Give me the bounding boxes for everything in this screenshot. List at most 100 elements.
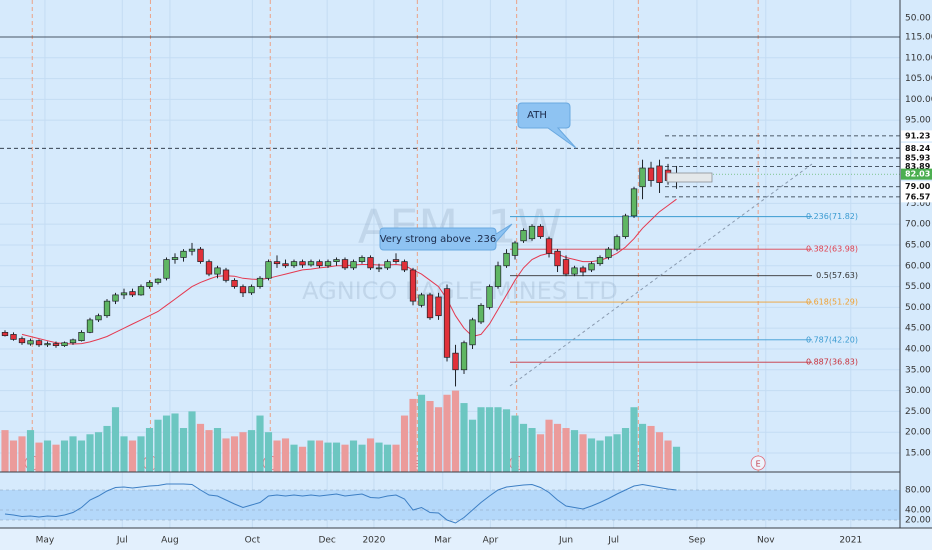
callout-bubble bbox=[379, 223, 513, 251]
volume-bar bbox=[579, 434, 587, 472]
event-marker bbox=[750, 455, 766, 471]
volume-bar bbox=[341, 444, 349, 472]
volume-bar bbox=[137, 436, 145, 472]
volume-bar bbox=[256, 415, 264, 472]
rsi-band bbox=[0, 490, 900, 520]
x-tick-label: May bbox=[36, 536, 55, 546]
volume-bar bbox=[298, 446, 307, 472]
volume-bar bbox=[188, 411, 196, 472]
candle-body bbox=[214, 267, 221, 275]
candle-body bbox=[239, 286, 247, 294]
y-tick-label: 60.00 bbox=[905, 261, 931, 271]
candle-body bbox=[282, 263, 289, 267]
candle-body bbox=[231, 279, 238, 287]
candle-body bbox=[341, 259, 349, 269]
volume-bar bbox=[655, 432, 664, 472]
candle-body bbox=[520, 230, 527, 242]
candle-body bbox=[384, 261, 391, 269]
candle-body bbox=[273, 261, 281, 265]
volume-bar bbox=[196, 423, 205, 472]
x-tick-label: Mar bbox=[434, 536, 451, 546]
candle-body bbox=[562, 259, 570, 275]
candle-body bbox=[443, 288, 451, 358]
volume-bar bbox=[647, 425, 655, 472]
volume-bar bbox=[587, 438, 596, 472]
volume-bar bbox=[247, 430, 256, 472]
y-tick-label: 45.00 bbox=[905, 324, 931, 334]
x-tick-label: Oct bbox=[245, 536, 261, 546]
volume-bar bbox=[434, 407, 443, 472]
trend-line bbox=[509, 163, 813, 387]
candle-body bbox=[137, 286, 145, 296]
volume-bar bbox=[383, 444, 392, 472]
candle-body bbox=[324, 261, 332, 267]
price-label: 83.89 bbox=[905, 162, 931, 171]
last-price-box bbox=[901, 168, 932, 180]
volume-bar bbox=[672, 446, 681, 472]
volume-bar bbox=[358, 444, 366, 472]
candle-body bbox=[622, 215, 629, 238]
volume-bar bbox=[375, 442, 383, 472]
volume-bar bbox=[502, 409, 511, 472]
candle-body bbox=[120, 292, 128, 296]
candle-body bbox=[630, 188, 638, 217]
volume-bar bbox=[468, 419, 477, 472]
candle-body bbox=[154, 278, 162, 283]
candle-body bbox=[409, 269, 417, 302]
volume-bar bbox=[60, 440, 69, 472]
y-tick-label: 50.00 bbox=[905, 303, 931, 313]
volume-bar bbox=[103, 425, 111, 472]
annotation-note: Very strong above .236 bbox=[380, 234, 497, 245]
candle-body bbox=[52, 343, 60, 347]
candle-body bbox=[426, 294, 434, 319]
volume-bar bbox=[460, 403, 468, 472]
grid bbox=[0, 0, 900, 528]
price-label-box bbox=[901, 181, 932, 193]
candle-body bbox=[503, 252, 510, 267]
volume-bar bbox=[307, 440, 315, 472]
volume-bar bbox=[536, 434, 545, 472]
volume-bar bbox=[519, 423, 528, 472]
candle-body bbox=[452, 352, 459, 371]
watermark-name: AGNICO EAGLE MINES LTD bbox=[302, 277, 618, 305]
volume-bar bbox=[171, 413, 179, 472]
candle-body bbox=[588, 263, 595, 271]
y-tick-label: 105.00 bbox=[905, 74, 932, 84]
x-tick-label: Aug bbox=[161, 536, 179, 546]
candle-body bbox=[656, 165, 663, 183]
price-label: 91.23 bbox=[905, 131, 930, 140]
rsi-tick-label: 20.00 bbox=[905, 516, 931, 526]
x-tick-label: 2020 bbox=[362, 536, 385, 546]
volume-bar bbox=[349, 440, 358, 472]
candle-body bbox=[95, 315, 102, 321]
fib-label: 0.236(71.82) bbox=[806, 212, 858, 221]
rsi-tick-label: 40.00 bbox=[905, 506, 931, 516]
y-scale-label: 50.00 bbox=[905, 14, 931, 24]
candle-body bbox=[511, 242, 519, 256]
volume-bar bbox=[392, 444, 400, 472]
candle-body bbox=[27, 340, 34, 345]
event-label: E bbox=[756, 460, 761, 469]
volume-bar bbox=[162, 415, 171, 472]
volume-bar bbox=[179, 428, 188, 472]
candle-body bbox=[333, 259, 340, 262]
volume-bar bbox=[494, 407, 502, 472]
candle-body bbox=[290, 261, 298, 267]
volume-bar bbox=[26, 430, 35, 472]
volume-bar bbox=[120, 436, 128, 472]
volume-bar bbox=[273, 440, 281, 472]
candle-body bbox=[163, 259, 170, 279]
y-tick-label: 65.00 bbox=[905, 240, 931, 250]
volume-bar bbox=[613, 434, 621, 472]
y-tick-label: 75.00 bbox=[905, 199, 931, 209]
candle-body bbox=[545, 238, 553, 254]
event-label: E bbox=[415, 460, 420, 469]
volume-bar bbox=[545, 419, 553, 472]
volume-bar bbox=[69, 436, 77, 472]
volume-bar bbox=[570, 430, 579, 472]
price-label: 76.57 bbox=[905, 192, 930, 201]
candle-body bbox=[86, 319, 94, 333]
volume-bar bbox=[145, 428, 154, 472]
x-tick-label: Apr bbox=[483, 536, 499, 546]
candle-body bbox=[146, 282, 153, 287]
